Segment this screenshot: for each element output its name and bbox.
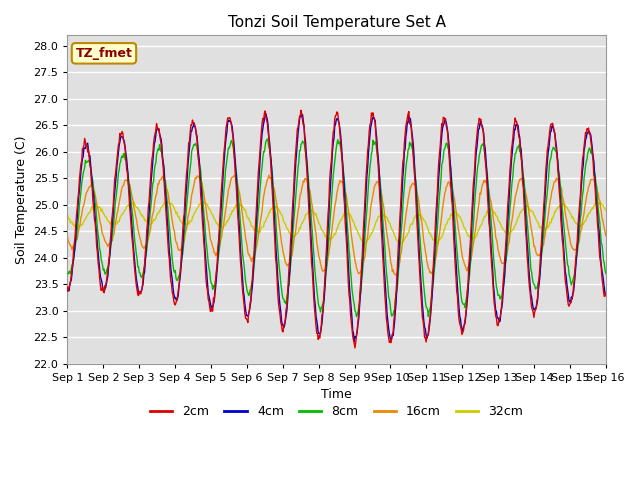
Legend: 2cm, 4cm, 8cm, 16cm, 32cm: 2cm, 4cm, 8cm, 16cm, 32cm [145, 400, 528, 423]
Title: Tonzi Soil Temperature Set A: Tonzi Soil Temperature Set A [228, 15, 445, 30]
X-axis label: Time: Time [321, 388, 352, 401]
Text: TZ_fmet: TZ_fmet [76, 47, 132, 60]
Y-axis label: Soil Temperature (C): Soil Temperature (C) [15, 135, 28, 264]
